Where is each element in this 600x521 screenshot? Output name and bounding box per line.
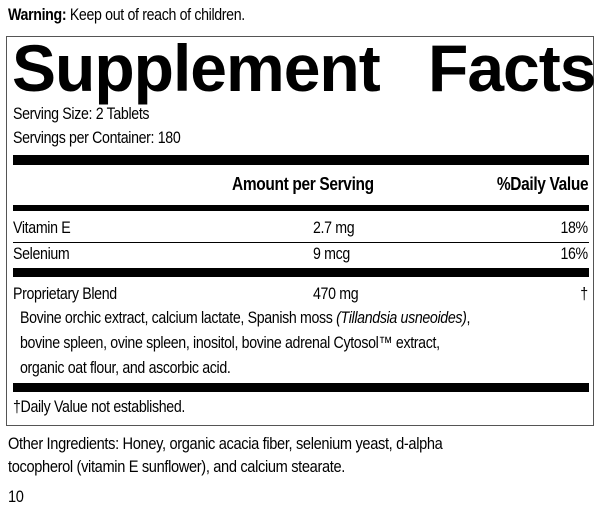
warning-text: Keep out of reach of children.	[69, 6, 245, 24]
page-number: 10	[8, 487, 24, 506]
servings-per-container: Servings per Container: 180	[13, 129, 181, 147]
footnote: †Daily Value not established.	[13, 398, 185, 416]
nutrient-dv: 16%	[560, 245, 589, 263]
blend-text: ,	[466, 309, 471, 327]
thin-divider	[13, 242, 589, 243]
header-amount: Amount per Serving	[232, 174, 374, 194]
nutrient-dv: 18%	[560, 219, 589, 237]
nutrient-amount: 9 mcg	[313, 245, 350, 263]
blend-ingredients-line-2: bovine spleen, ovine spleen, inositol, b…	[20, 334, 440, 352]
thick-divider	[13, 155, 589, 165]
blend-ingredients-line-1: Bovine orchic extract, calcium lactate, …	[20, 309, 470, 328]
blend-text: Bovine orchic extract, calcium lactate, …	[20, 309, 337, 327]
blend-dv: †	[580, 285, 588, 303]
blend-amount: 470 mg	[313, 285, 359, 303]
medium-divider	[13, 205, 589, 211]
other-ingredients-line-1: Other Ingredients: Honey, organic acacia…	[8, 434, 443, 453]
botanical-name: (Tillandsia usneoides)	[336, 309, 467, 327]
other-ingredients-line-2: tocopherol (vitamin E sunflower), and ca…	[8, 457, 345, 476]
panel-title-left: Supplement	[12, 31, 381, 105]
thick-divider	[13, 383, 589, 392]
blend-name: Proprietary Blend	[13, 285, 117, 303]
panel-title-right: Facts	[428, 31, 596, 105]
thick-divider	[13, 268, 589, 277]
nutrient-amount: 2.7 mg	[313, 219, 355, 237]
nutrient-name: Vitamin E	[13, 219, 71, 237]
header-daily-value: %Daily Value	[496, 174, 589, 194]
serving-size: Serving Size: 2 Tablets	[13, 105, 150, 123]
nutrient-name: Selenium	[13, 245, 70, 263]
supplement-facts-panel	[6, 36, 594, 426]
blend-ingredients-line-3: organic oat flour, and ascorbic acid.	[20, 359, 231, 377]
warning-label: Warning:	[8, 6, 67, 24]
warning: Warning: Keep out of reach of children.	[8, 6, 245, 25]
